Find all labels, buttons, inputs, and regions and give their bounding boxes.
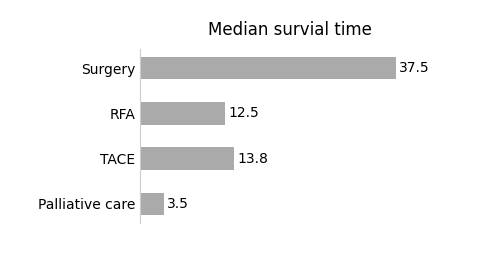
Text: 13.8: 13.8 <box>238 152 268 166</box>
Legend: months: months <box>244 269 336 272</box>
Bar <box>140 102 225 125</box>
Bar <box>140 147 234 170</box>
Text: 12.5: 12.5 <box>228 106 260 120</box>
Text: 3.5: 3.5 <box>168 197 189 211</box>
Bar <box>140 193 164 215</box>
Bar <box>140 57 396 79</box>
Text: 37.5: 37.5 <box>399 61 430 75</box>
Title: Median survial time: Median survial time <box>208 21 372 39</box>
